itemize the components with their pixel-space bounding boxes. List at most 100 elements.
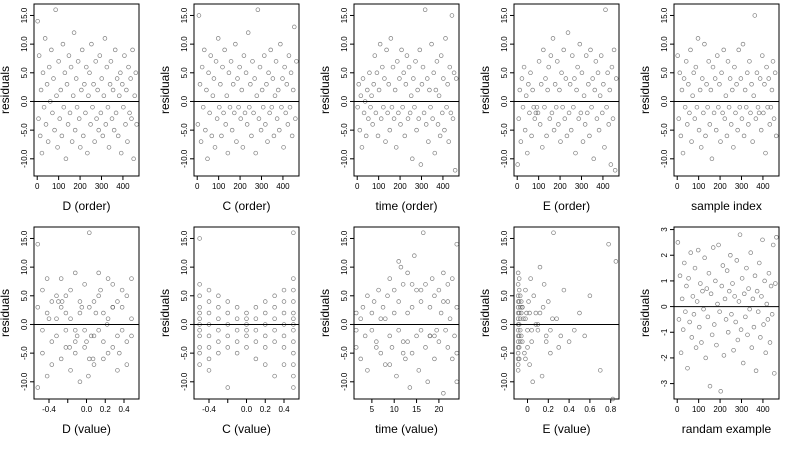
data-point: [281, 310, 287, 316]
data-point: [401, 70, 406, 76]
data-point: [746, 286, 751, 291]
data-point: [697, 87, 703, 93]
data-point: [44, 310, 50, 316]
data-point: [280, 76, 285, 81]
data-point: [571, 104, 576, 110]
data-point: [396, 110, 401, 116]
data-point: [687, 319, 692, 325]
data-point: [68, 368, 73, 373]
data-point: [63, 345, 69, 350]
data-point: [54, 293, 59, 299]
data-point: [754, 288, 760, 294]
data-point: [441, 299, 446, 304]
data-point: [521, 64, 527, 70]
data-point: [724, 268, 730, 273]
data-point: [118, 70, 123, 76]
data-point: [525, 327, 530, 333]
data-point: [556, 122, 561, 127]
data-point: [216, 339, 221, 344]
data-point: [452, 333, 457, 339]
y-tick-label: 10.0: [20, 36, 29, 52]
data-point: [82, 327, 87, 333]
x-tick-label: 300: [255, 182, 269, 191]
data-point: [58, 276, 64, 281]
data-point: [713, 278, 718, 284]
plot-frame: [673, 3, 780, 177]
data-point: [695, 36, 701, 41]
data-point: [723, 93, 729, 98]
data-point: [96, 127, 101, 133]
data-point: [238, 116, 243, 121]
data-point: [765, 104, 770, 110]
data-point: [52, 127, 57, 133]
data-point: [269, 104, 275, 110]
data-point: [197, 82, 203, 87]
data-point: [93, 310, 99, 316]
data-point: [727, 288, 732, 294]
data-point: [447, 316, 453, 321]
data-point: [596, 127, 602, 133]
data-point: [49, 362, 55, 367]
data-point: [721, 47, 726, 53]
data-point: [516, 287, 522, 293]
data-point: [562, 116, 568, 121]
data-point: [362, 333, 368, 339]
data-point: [761, 322, 766, 327]
data-point: [105, 316, 111, 321]
data-point: [691, 312, 697, 317]
data-point: [91, 362, 97, 367]
data-point: [774, 235, 779, 240]
x-tick-label: 300: [735, 405, 749, 414]
plot-frame: [513, 3, 620, 177]
data-point: [516, 116, 521, 121]
x-tick-label: 400: [276, 182, 290, 191]
data-point: [68, 287, 73, 293]
y-tick-label: -1: [660, 328, 669, 336]
data-point: [98, 287, 103, 293]
data-point: [407, 110, 413, 116]
data-point: [725, 59, 731, 64]
data-point: [700, 288, 705, 294]
data-point: [221, 110, 226, 116]
data-point: [79, 47, 85, 53]
data-point: [454, 350, 460, 356]
plot-frame: [353, 3, 460, 177]
data-point: [380, 305, 386, 310]
data-point: [62, 70, 68, 76]
y-axis-label: residuals: [638, 289, 652, 337]
data-point: [526, 82, 531, 87]
data-point: [387, 127, 393, 133]
data-point: [106, 145, 112, 150]
data-point: [748, 110, 753, 116]
data-point: [590, 76, 595, 81]
data-point: [264, 82, 269, 87]
data-point: [120, 82, 125, 87]
data-point: [275, 87, 281, 93]
data-point: [374, 339, 379, 344]
data-point: [197, 362, 202, 367]
data-point: [384, 47, 389, 53]
data-point: [36, 116, 41, 121]
data-point: [101, 356, 106, 362]
data-point: [202, 47, 207, 53]
data-point: [681, 76, 687, 81]
data-point: [515, 305, 521, 310]
data-point: [575, 64, 580, 70]
data-point: [82, 82, 87, 87]
data-point: [762, 278, 767, 284]
data-point: [368, 104, 373, 110]
data-point: [69, 139, 75, 144]
data-point: [546, 299, 551, 304]
data-point: [524, 310, 529, 316]
data-point: [703, 133, 708, 139]
data-point: [761, 110, 766, 116]
y-tick-label: 15.0: [500, 230, 509, 246]
data-point: [732, 64, 737, 70]
x-tick-label: 0.2: [260, 405, 272, 414]
data-point: [715, 53, 720, 58]
data-point: [553, 104, 559, 110]
data-point: [365, 87, 370, 93]
y-tick-label: 15.0: [660, 7, 669, 23]
data-point: [430, 116, 435, 121]
data-point: [59, 299, 65, 304]
